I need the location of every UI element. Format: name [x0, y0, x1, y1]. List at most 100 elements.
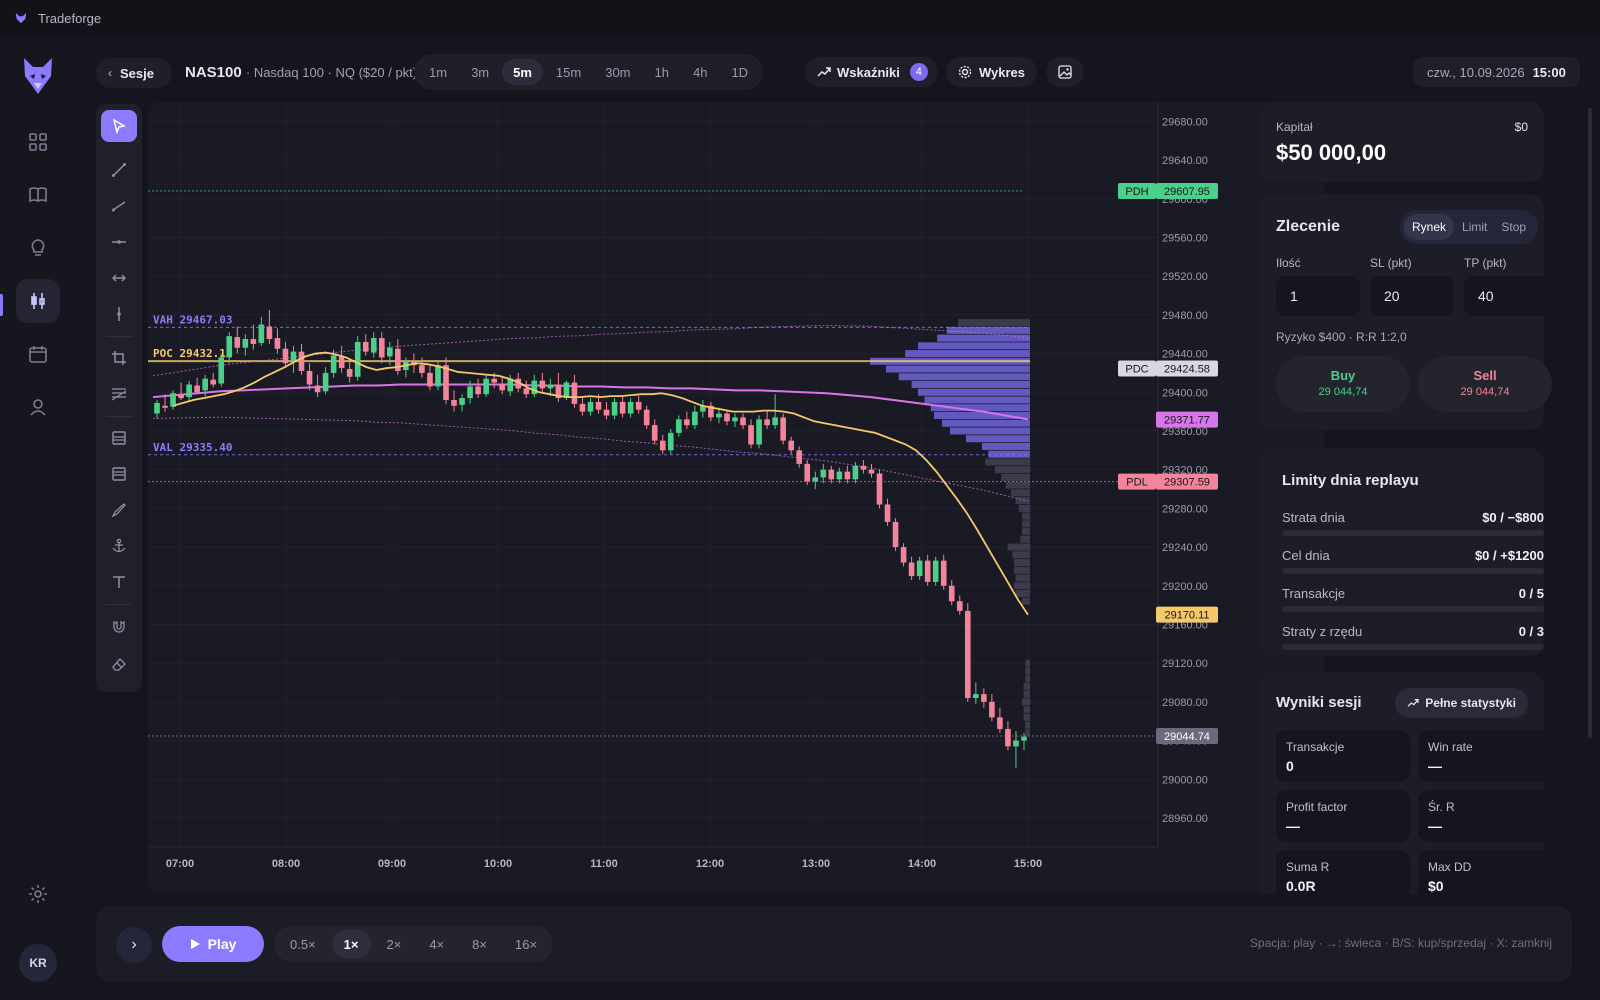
grid-icon[interactable]	[16, 120, 60, 164]
buy-button[interactable]: Buy 29 044,74	[1276, 356, 1410, 412]
app-logo-icon	[15, 12, 27, 24]
stat-value: 0	[1286, 758, 1294, 774]
candle-body	[483, 378, 489, 395]
avatar[interactable]: KR	[19, 944, 57, 982]
horizontal-ray-icon[interactable]	[101, 262, 137, 294]
qty-input[interactable]: 1	[1276, 276, 1360, 316]
volume-profile-bar	[988, 450, 1030, 458]
timeframe-5m[interactable]: 5m	[502, 59, 543, 85]
candles-icon[interactable]	[16, 279, 60, 323]
indicators-button[interactable]: Wskaźniki 4	[805, 57, 938, 87]
volume-profile-bar	[966, 435, 1030, 443]
timeframe-4h[interactable]: 4h	[692, 64, 708, 80]
candle-body	[812, 477, 819, 482]
candle-body	[154, 402, 160, 414]
cursor-icon[interactable]	[101, 110, 137, 142]
candle-body	[956, 601, 963, 611]
candle-body	[387, 347, 393, 357]
timeframe-15m[interactable]: 15m	[555, 64, 582, 80]
gear-icon[interactable]	[16, 872, 60, 916]
price-tag-value: 29044.74	[1164, 731, 1210, 743]
book-icon[interactable]	[16, 173, 60, 217]
volume-profile-bar	[1023, 690, 1030, 698]
candle-body	[395, 348, 401, 371]
speed-0-5x[interactable]: 0.5×	[290, 936, 316, 952]
candle-body	[780, 417, 786, 441]
candle-body	[740, 417, 746, 426]
qty-label: Ilość	[1276, 256, 1301, 270]
value-area-label: VAL 29335.40	[153, 441, 232, 454]
chart-settings-button[interactable]: Wykres	[946, 57, 1038, 87]
user-icon[interactable]	[16, 385, 60, 429]
volume-profile-bar	[942, 419, 1030, 427]
tp-input[interactable]: 40	[1464, 276, 1548, 316]
speed-2x[interactable]: 2×	[386, 936, 402, 952]
stat-label: Transakcje	[1286, 740, 1345, 754]
speed-8x[interactable]: 8×	[472, 936, 487, 952]
text-icon[interactable]	[101, 566, 137, 598]
candle-body	[932, 560, 939, 582]
candle-body	[603, 409, 610, 416]
calendar-icon[interactable]	[16, 332, 60, 376]
limit-name: Transakcje	[1282, 586, 1346, 601]
candle-body	[451, 400, 457, 406]
trendline-icon[interactable]	[101, 154, 137, 186]
speed-1x[interactable]: 1×	[331, 930, 371, 958]
candle-body	[908, 562, 915, 577]
price-chart[interactable]: VAH 29467.03 POC 29432.16 VAL 29335.40 2968…	[148, 102, 1324, 892]
candle-body	[1013, 740, 1019, 747]
chart-panel[interactable]: VAH 29467.03 POC 29432.16 VAL 29335.40 2968…	[148, 102, 1324, 892]
timeframe-1m[interactable]: 1m	[429, 64, 448, 80]
order-type-limit[interactable]: Limit	[1462, 220, 1488, 234]
horizontal-line-icon[interactable]	[101, 226, 137, 258]
back-to-sessions-button[interactable]: ‹ Sesje	[96, 58, 172, 88]
capital-card: Kapitał $0 $50 000,00	[1260, 102, 1544, 182]
limit-value: $0 / +$1200	[1474, 548, 1544, 563]
candle-body	[1005, 728, 1011, 747]
sell-button[interactable]: Sell 29 044,74	[1418, 356, 1552, 412]
fib-icon[interactable]	[101, 378, 137, 410]
lightbulb-icon[interactable]	[16, 226, 60, 270]
sl-input[interactable]: 20	[1370, 276, 1454, 316]
rectangle-icon[interactable]	[101, 342, 137, 374]
indicators-count-badge: 4	[909, 63, 928, 81]
candle-body	[266, 326, 273, 340]
magnet-icon[interactable]	[101, 610, 137, 642]
price-tick-label: 29320.00	[1162, 465, 1208, 477]
image-icon	[1058, 65, 1072, 79]
stat-label: Suma R	[1286, 860, 1330, 874]
results-title: Wyniki sesji	[1276, 694, 1362, 711]
screenshot-button[interactable]	[1046, 57, 1084, 87]
long-position-icon[interactable]	[101, 422, 137, 454]
candle-body	[868, 469, 875, 474]
eraser-icon[interactable]	[101, 648, 137, 680]
candle-body	[242, 339, 249, 348]
short-position-icon[interactable]	[101, 458, 137, 490]
value-area-label: POC 29432.16	[153, 347, 233, 360]
timeframe-3m[interactable]: 3m	[471, 64, 490, 80]
order-type-market[interactable]: Rynek	[1404, 214, 1455, 240]
vertical-line-icon[interactable]	[101, 298, 137, 330]
step-forward-button[interactable]: ›	[116, 927, 152, 963]
candle-body	[924, 560, 931, 582]
price-tag-badge	[1118, 360, 1156, 377]
timeframe-1d[interactable]: 1D	[731, 64, 749, 80]
volume-profile-bar	[1014, 582, 1030, 590]
candle-body	[595, 401, 602, 410]
panel-scrollbar[interactable]	[1588, 108, 1592, 738]
speed-4x[interactable]: 4×	[429, 936, 445, 952]
anchor-icon[interactable]	[101, 530, 137, 562]
ray-icon[interactable]	[101, 190, 137, 222]
full-stats-button[interactable]: Pełne statystyki	[1395, 688, 1528, 718]
candle-body	[684, 419, 690, 426]
title-bar: Tradeforge	[0, 0, 1600, 36]
order-type-stop[interactable]: Stop	[1501, 220, 1527, 234]
brush-icon[interactable]	[101, 494, 137, 526]
timeframe-30m[interactable]: 30m	[605, 64, 631, 80]
timeframe-1h[interactable]: 1h	[654, 64, 669, 80]
play-button[interactable]: Play	[162, 926, 264, 962]
speed-16x[interactable]: 16×	[514, 936, 538, 952]
candle-body	[186, 384, 192, 398]
candle-body	[828, 469, 835, 480]
sell-label: Sell	[1473, 368, 1497, 383]
